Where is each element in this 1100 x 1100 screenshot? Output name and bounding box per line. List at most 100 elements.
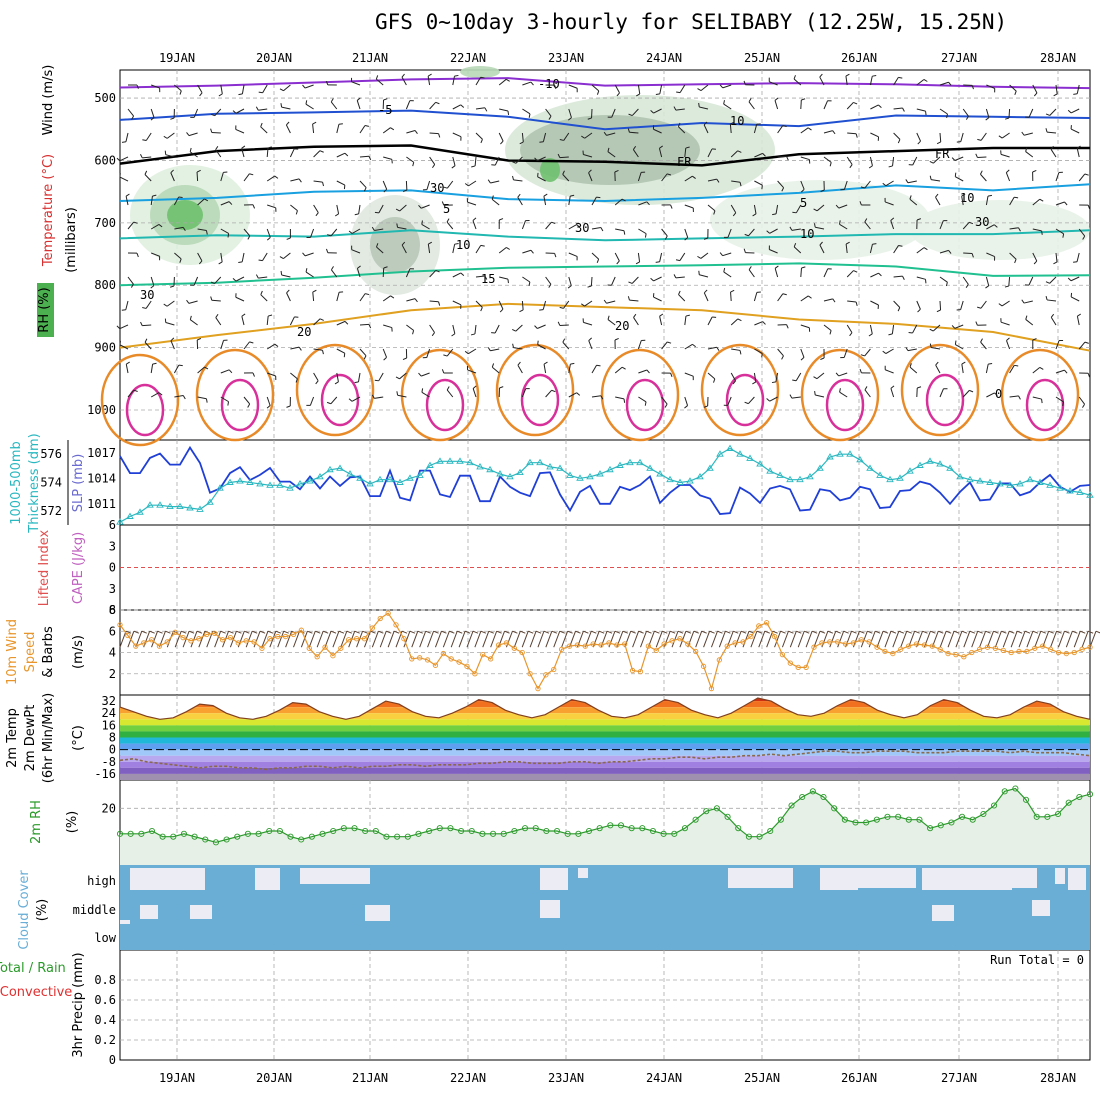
temp-band	[120, 743, 1090, 750]
isotherm-warm-contour	[700, 343, 780, 437]
wind10-marker	[1079, 646, 1085, 652]
wind-barb-flag	[374, 379, 379, 382]
wind10-barb	[529, 631, 537, 648]
wind-barb-flag	[723, 267, 726, 273]
wind-barb	[127, 221, 135, 230]
wind-barb	[336, 292, 340, 302]
wind-barb-flag	[789, 394, 793, 399]
wind-barb	[150, 364, 154, 374]
wind10-barb	[624, 631, 632, 648]
wind-barb	[522, 249, 532, 254]
wind10-marker	[314, 654, 320, 660]
wind10-marker	[898, 646, 904, 652]
rh-marker	[596, 825, 603, 832]
wind-barb	[127, 276, 134, 285]
wind-barb	[150, 392, 160, 398]
wind-barb	[399, 204, 407, 212]
wind10-barb-flag	[859, 630, 865, 634]
wind-barb	[777, 348, 784, 357]
temp-tick-label: 8	[109, 731, 116, 745]
wind10-marker	[1055, 649, 1062, 656]
thickness-marker	[1076, 488, 1084, 495]
date-label-top: 22JAN	[450, 51, 486, 65]
wind10-marker	[771, 633, 778, 640]
wind-barb-flag	[743, 80, 746, 85]
wind-barb	[1055, 228, 1064, 235]
wind-barb-flag	[534, 157, 538, 162]
wind-barb	[241, 84, 245, 94]
wind-barb-flag	[713, 378, 716, 383]
temp-band	[120, 719, 1090, 726]
wind-barb-flag	[330, 266, 334, 271]
wind-barb	[1009, 395, 1019, 398]
rh-marker	[916, 816, 923, 823]
wind-barb-flag	[685, 314, 690, 317]
wind-barb	[468, 348, 477, 355]
wind-barb	[125, 364, 129, 374]
cloud-gap	[1012, 868, 1037, 888]
wind-barb	[954, 156, 964, 161]
wind-barb-flag	[1077, 313, 1082, 317]
wind-barb	[559, 156, 569, 159]
thickness-marker	[456, 457, 464, 464]
isotherm-line	[119, 302, 1091, 352]
wind-barb	[584, 132, 593, 139]
wind-barb-flag	[507, 279, 509, 284]
wind-barb	[823, 268, 829, 278]
wind-barb-flag	[435, 269, 440, 273]
wind-barb-flag	[512, 328, 517, 332]
wind-barb	[986, 224, 995, 230]
thickness-marker	[1056, 484, 1064, 491]
wind-barb-flag	[1062, 401, 1065, 406]
wind-barb-flag	[1006, 337, 1010, 341]
wind-barb	[197, 396, 207, 400]
wind-barb-flag	[543, 361, 548, 365]
wind-barb	[614, 366, 623, 374]
wind10-marker	[393, 622, 399, 628]
wind10-marker	[764, 620, 770, 626]
wind-barb	[955, 176, 964, 182]
rh-marker	[735, 825, 742, 832]
wind-barb	[310, 228, 315, 238]
wind-barb	[707, 372, 716, 380]
wind10-barb	[703, 631, 711, 648]
wind-barb-flag	[418, 372, 422, 377]
contour-label: 20	[297, 325, 311, 339]
wind-barb	[707, 204, 716, 212]
wind-barb	[1046, 131, 1057, 134]
wind10-barb-flag	[228, 630, 234, 634]
wind-barb-flag	[965, 115, 969, 120]
wind-barb-flag	[163, 303, 168, 307]
wind-barb-flag	[471, 165, 476, 168]
wind-barb-flag	[567, 285, 572, 289]
wind10-barb-flag	[1016, 630, 1023, 634]
wind10-marker	[1047, 646, 1054, 652]
thickness-marker	[416, 471, 424, 478]
wind10-barb	[718, 631, 726, 648]
wind-barb-flag	[491, 195, 494, 200]
wind-barb	[356, 100, 361, 110]
upper-axis-label-1: Temperature (°C)	[41, 154, 56, 267]
rh-marker	[639, 825, 646, 832]
wind-barb-flag	[703, 121, 708, 126]
wind-barb	[1000, 321, 1010, 326]
wind-barb	[916, 276, 926, 280]
wind10-barb-flag	[409, 630, 416, 634]
temp-band	[120, 761, 1090, 768]
wind10-barb	[277, 631, 285, 648]
rh-marker	[148, 827, 156, 835]
wind10-barb-flag	[977, 630, 983, 634]
date-label-top: 21JAN	[352, 51, 388, 65]
wind10-barb	[561, 631, 569, 648]
wind-barb	[722, 252, 732, 257]
wind-barb	[885, 348, 894, 354]
wind-barb	[939, 220, 944, 230]
wind10-barb	[490, 631, 498, 648]
wind10-marker	[606, 640, 612, 646]
wind10-marker	[330, 653, 336, 659]
wind-barb	[730, 291, 732, 302]
thickness-marker	[896, 474, 904, 481]
wind-barb	[700, 84, 709, 91]
wind-barb-flag	[975, 153, 978, 158]
wind-barb	[309, 396, 315, 406]
